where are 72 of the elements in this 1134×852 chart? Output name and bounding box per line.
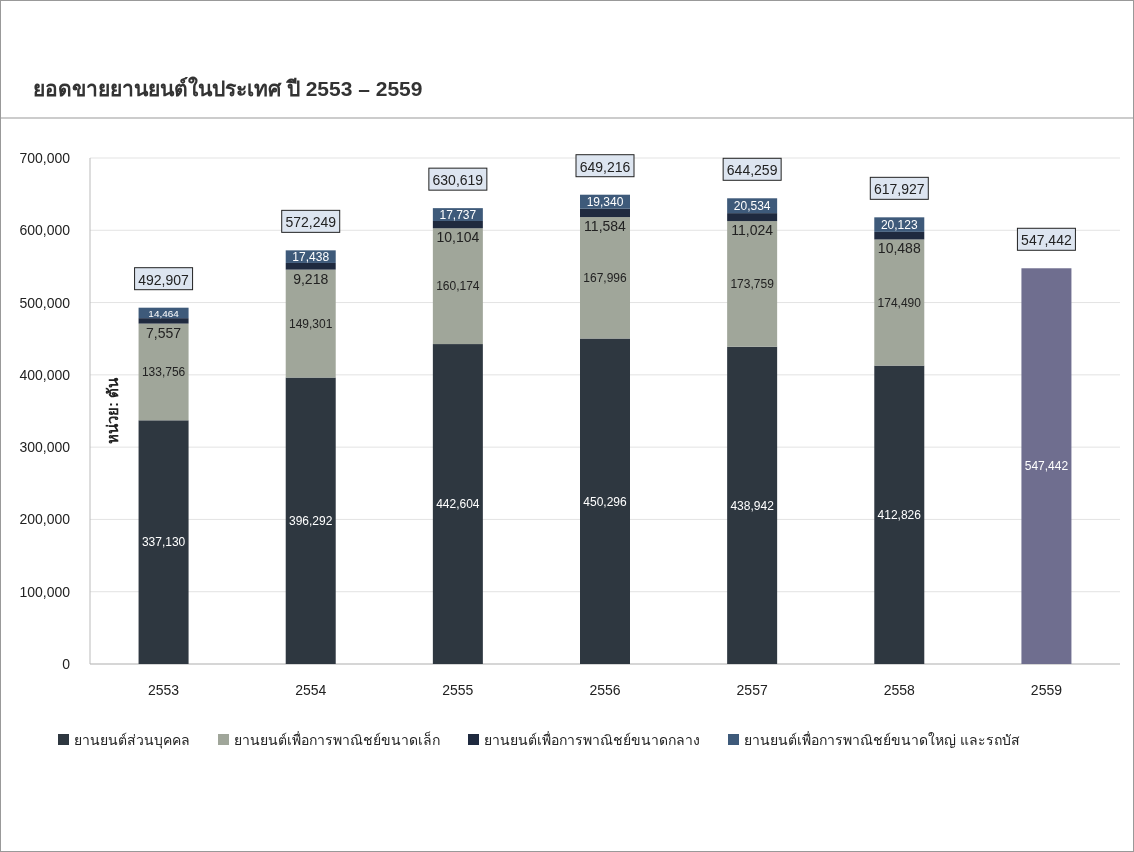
data-label: 396,292 bbox=[289, 514, 333, 529]
legend-label: ยานยนต์ส่วนบุคคล bbox=[74, 732, 190, 749]
bar bbox=[874, 365, 925, 664]
bar bbox=[727, 221, 778, 347]
data-label: 17,438 bbox=[292, 249, 330, 264]
y-axis-title: หน่วย: ตัน bbox=[104, 376, 121, 445]
data-label: 17,737 bbox=[439, 207, 477, 222]
x-tick-label: 2553 bbox=[147, 682, 180, 698]
data-label: 14,464 bbox=[148, 307, 180, 319]
data-label: 160,174 bbox=[436, 279, 480, 294]
bar bbox=[432, 344, 483, 664]
total-label: 630,619 bbox=[432, 172, 484, 189]
data-label: 412,826 bbox=[877, 508, 922, 523]
total-label: 644,259 bbox=[726, 162, 778, 179]
bar bbox=[727, 213, 778, 222]
total-label: 617,927 bbox=[873, 181, 925, 198]
bar bbox=[138, 323, 189, 421]
data-label: 10,488 bbox=[877, 240, 921, 257]
chart-title: ยอดขายยานยนต์ในประเทศ ปี 2553 – 2559 bbox=[33, 76, 423, 100]
bar bbox=[874, 231, 925, 240]
data-label: 9,218 bbox=[293, 270, 329, 287]
x-tick-label: 2557 bbox=[736, 682, 768, 698]
x-tick-label: 2559 bbox=[1030, 682, 1063, 698]
data-label: 149,301 bbox=[289, 316, 333, 331]
legend-label: ยานยนต์เพื่อการพาณิชย์ขนาดเล็ก bbox=[234, 731, 440, 748]
x-tick-label: 2554 bbox=[295, 682, 327, 698]
bar bbox=[727, 346, 778, 664]
bar bbox=[432, 228, 483, 345]
data-label: 133,756 bbox=[141, 365, 186, 380]
bar bbox=[285, 262, 336, 270]
x-tick-label: 2556 bbox=[589, 682, 621, 698]
bar bbox=[580, 338, 630, 664]
y-tick-label: 300,000 bbox=[19, 439, 71, 456]
data-label: 337,130 bbox=[141, 535, 186, 550]
data-label: 174,490 bbox=[877, 295, 922, 310]
bar bbox=[432, 220, 483, 229]
data-label: 173,759 bbox=[730, 277, 775, 292]
bar bbox=[580, 217, 630, 339]
y-tick-label: 700,000 bbox=[19, 150, 71, 166]
bar bbox=[1021, 268, 1072, 664]
data-label: 19,340 bbox=[586, 195, 624, 210]
legend-label: ยานยนต์เพื่อการพาณิชย์ขนาดใหญ่ และรถบัส bbox=[744, 731, 1020, 748]
x-tick-label: 2555 bbox=[442, 682, 474, 698]
data-label: 547,442 bbox=[1024, 459, 1069, 474]
y-tick-label: 200,000 bbox=[19, 511, 71, 528]
data-label: 167,996 bbox=[583, 271, 628, 286]
data-label: 438,942 bbox=[730, 498, 775, 513]
y-tick-label: 0 bbox=[62, 656, 71, 672]
total-label: 649,216 bbox=[579, 158, 631, 175]
y-tick-label: 100,000 bbox=[19, 583, 71, 600]
bar bbox=[874, 239, 925, 366]
data-label: 11,584 bbox=[584, 218, 627, 235]
y-tick-label: 400,000 bbox=[19, 366, 71, 383]
total-label: 547,442 bbox=[1021, 232, 1072, 249]
y-tick-label: 500,000 bbox=[19, 294, 71, 311]
total-label: 492,907 bbox=[138, 271, 190, 288]
bar bbox=[285, 377, 336, 664]
data-label: 20,123 bbox=[880, 217, 918, 232]
bar bbox=[138, 318, 189, 324]
data-label: 450,296 bbox=[583, 494, 628, 509]
data-label: 442,604 bbox=[436, 497, 480, 512]
total-label: 572,249 bbox=[285, 214, 337, 231]
data-label: 11,024 bbox=[731, 222, 774, 239]
bar bbox=[138, 420, 189, 664]
data-label: 7,557 bbox=[146, 324, 182, 341]
legend-label: ยานยนต์เพื่อการพาณิชย์ขนาดกลาง bbox=[484, 731, 700, 748]
bar bbox=[580, 208, 630, 218]
data-label: 10,104 bbox=[436, 229, 480, 246]
bar bbox=[285, 269, 336, 378]
x-tick-label: 2558 bbox=[883, 682, 916, 698]
data-label: 20,534 bbox=[733, 199, 771, 214]
y-tick-label: 600,000 bbox=[19, 222, 71, 239]
